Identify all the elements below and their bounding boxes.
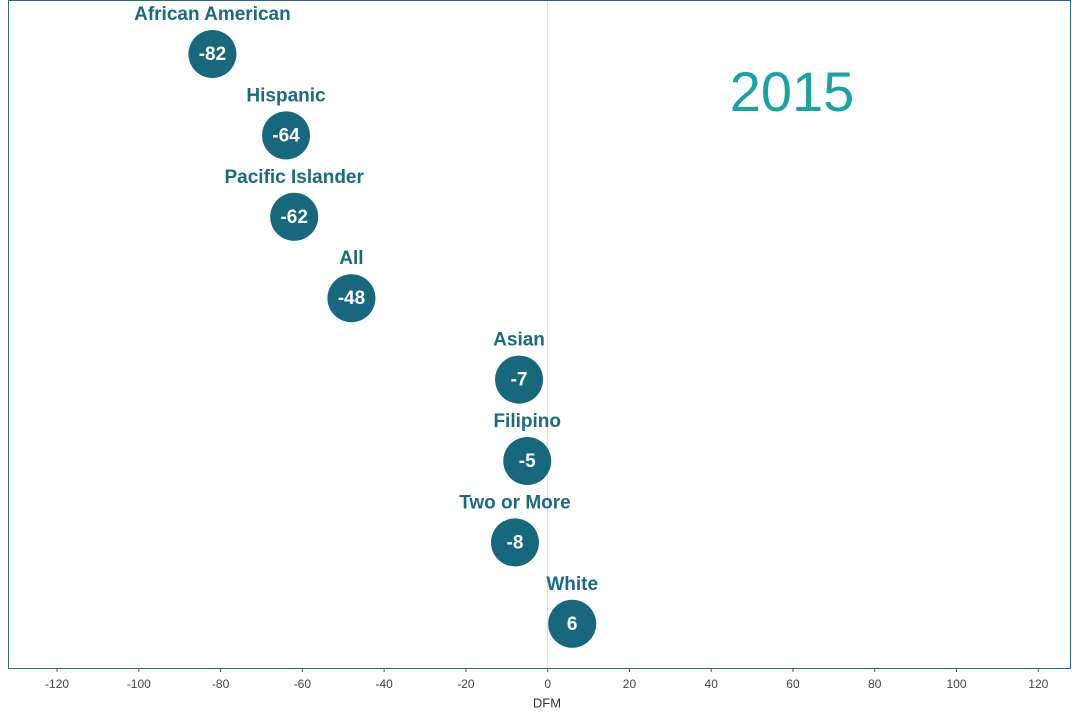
value-label: 6 (567, 614, 578, 635)
x-tick-label: 100 (947, 677, 967, 691)
x-axis-label: DFM (533, 695, 561, 710)
x-tick-label: -120 (45, 677, 69, 691)
x-tick-label: -80 (212, 677, 230, 691)
category-label: Asian (493, 330, 545, 351)
dot (262, 111, 311, 160)
category-label: Hispanic (246, 85, 326, 106)
dot (270, 192, 319, 241)
dot (327, 274, 376, 323)
category-label: African American (134, 4, 291, 25)
dot (495, 355, 544, 404)
x-tick-label: 0 (544, 677, 551, 691)
category-label: Pacific Islander (224, 167, 364, 188)
dot (490, 518, 539, 567)
x-tick-label: -20 (457, 677, 475, 691)
x-tick-label: -60 (294, 677, 312, 691)
plot-border (8, 0, 1071, 669)
x-tick-label: -40 (375, 677, 393, 691)
value-label: -48 (338, 288, 365, 309)
value-label: -64 (272, 125, 300, 146)
dot (188, 30, 237, 78)
x-tick-label: 120 (1028, 677, 1048, 691)
category-label: Filipino (493, 411, 561, 432)
value-label: -7 (511, 370, 528, 391)
value-label: -82 (199, 44, 226, 65)
category-label: All (339, 248, 363, 269)
x-tick-label: 60 (786, 677, 800, 691)
dot (503, 437, 552, 485)
x-tick-label: 40 (705, 677, 719, 691)
value-label: -62 (280, 207, 307, 228)
year-annotation: 2015 (730, 60, 855, 123)
value-label: -5 (519, 451, 536, 472)
x-tick-label: -100 (127, 677, 151, 691)
x-tick-label: 80 (868, 677, 882, 691)
dot (548, 599, 597, 648)
category-label: Two or More (459, 492, 571, 513)
category-label: White (546, 574, 598, 595)
x-tick-label: 20 (623, 677, 637, 691)
value-label: -8 (507, 532, 524, 553)
